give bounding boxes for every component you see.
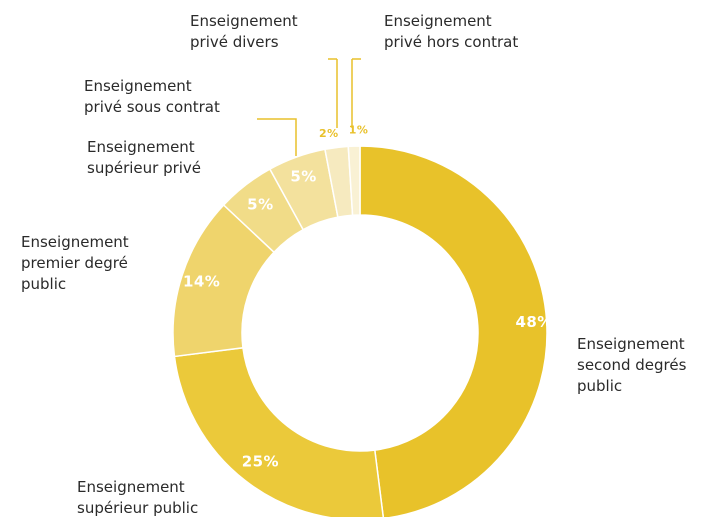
- donut-slices: [172, 145, 548, 517]
- slice-enseignement-prive-hors-contrat: [347, 145, 361, 217]
- value-label-enseignement-prive-hors-contrat: 1%: [349, 124, 369, 137]
- slice-enseignement-superieur-public: [173, 346, 385, 517]
- slice-enseignement-second-degres-public: [359, 145, 548, 517]
- value-label-enseignement-prive-divers: 2%: [319, 127, 339, 140]
- category-label-enseignement-second-degres-public: Enseignement second degrés public: [577, 335, 687, 395]
- percentage-labels: 48% 25% 14% 5% 5% 2% 1%: [183, 124, 552, 471]
- category-labels: Enseignement second degrés public Enseignem…: [21, 12, 687, 517]
- category-label-enseignement-prive-divers: Enseignement privé divers: [190, 12, 298, 51]
- category-label-enseignement-prive-hors-contrat: Enseignement privé hors contrat: [384, 12, 518, 51]
- value-label-enseignement-premier-degre-public: 14%: [183, 273, 220, 291]
- leader-lines: [257, 58, 361, 156]
- value-label-enseignement-second-degres-public: 48%: [515, 313, 552, 331]
- value-label-enseignement-superieur-public: 25%: [242, 452, 279, 470]
- leader-line-prive-sous-contrat: [257, 118, 297, 156]
- category-label-enseignement-superieur-prive: Enseignement supérieur privé: [87, 138, 201, 177]
- value-label-enseignement-prive-sous-contrat: 5%: [290, 167, 316, 185]
- category-label-enseignement-superieur-public: Enseignement supérieur public: [77, 478, 198, 517]
- category-label-enseignement-premier-degre-public: Enseignement premier degré public: [21, 233, 129, 293]
- value-label-enseignement-superieur-prive: 5%: [247, 196, 273, 214]
- category-label-enseignement-prive-sous-contrat: Enseignement privé sous contrat: [84, 77, 220, 116]
